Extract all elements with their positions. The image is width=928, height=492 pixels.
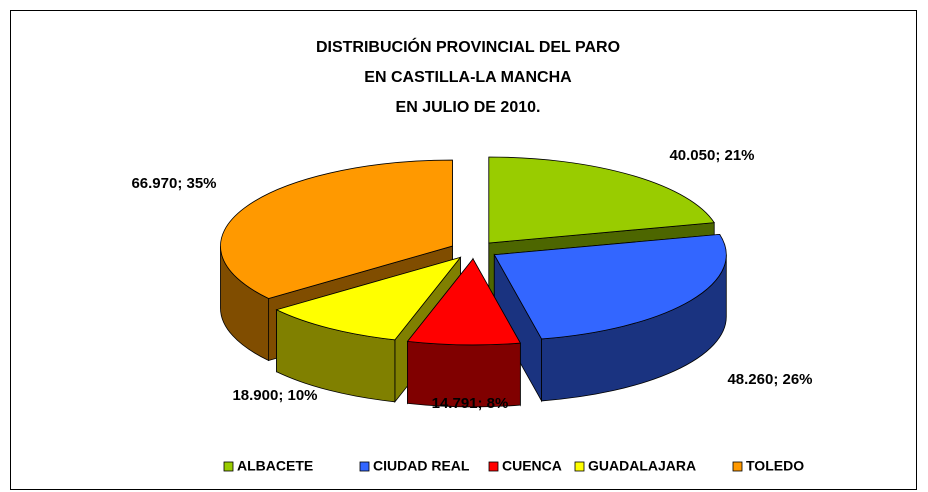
slice-top [488, 156, 715, 244]
data-label: 66.970; 35% [131, 175, 216, 192]
chart-border [10, 10, 917, 490]
slice-top [220, 159, 453, 299]
chart-title: DISTRIBUCIÓN PROVINCIAL DEL PARO [316, 37, 620, 56]
data-label: 48.260; 26% [727, 371, 812, 388]
slice [493, 233, 727, 403]
legend-label: TOLEDO [746, 458, 804, 474]
legend-label: CUENCA [502, 458, 562, 474]
legend-swatch [574, 461, 585, 472]
legend-swatch [359, 461, 370, 472]
legend-label: CIUDAD REAL [373, 458, 470, 474]
legend-label: GUADALAJARA [588, 458, 696, 474]
slice [406, 257, 521, 408]
data-label: 18.900; 10% [232, 387, 317, 404]
slice-top [493, 233, 727, 340]
legend-swatch [732, 461, 743, 472]
slice-top [275, 256, 462, 341]
legend-swatch [488, 461, 499, 472]
slice-top [406, 258, 521, 346]
legend-swatch [223, 461, 234, 472]
chart-title: EN CASTILLA-LA MANCHA [364, 69, 572, 86]
legend-label: ALBACETE [237, 458, 313, 474]
chart-title: EN JULIO DE 2010. [396, 99, 541, 116]
data-label: 14.791; 8% [432, 395, 509, 412]
data-label: 40.050; 21% [669, 147, 754, 164]
